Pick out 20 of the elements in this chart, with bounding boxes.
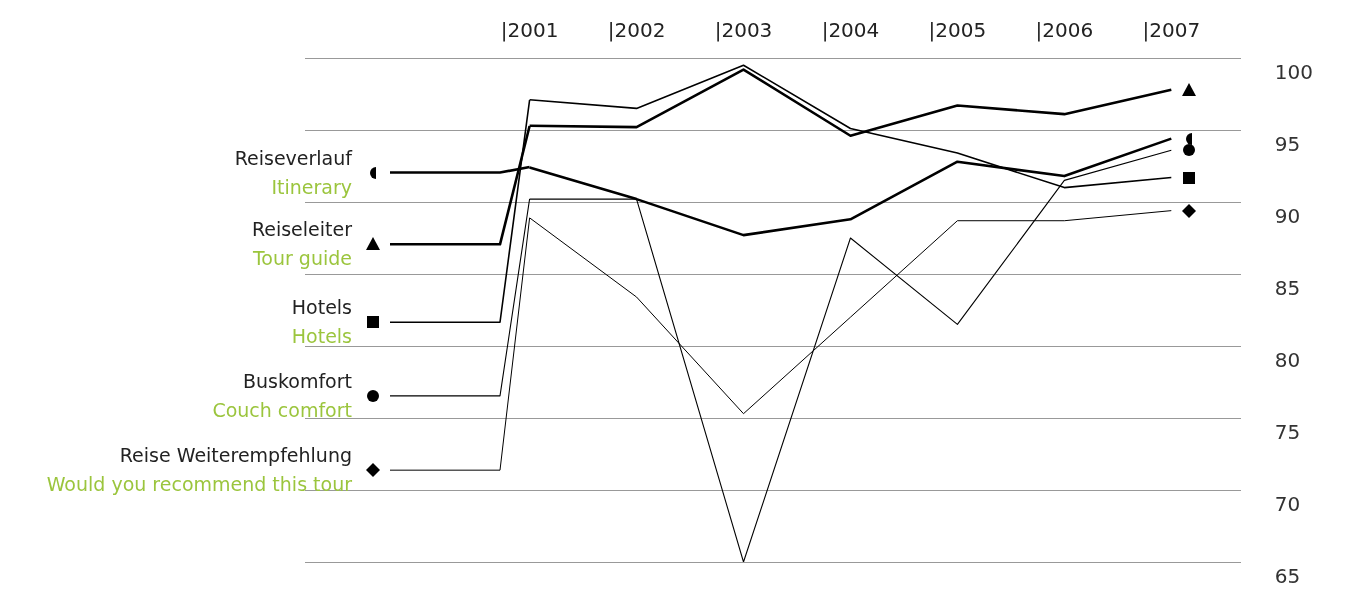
legend-label: Reiseleiter Tour guide [251,217,352,271]
legend-label: Hotels Hotels [291,295,352,349]
y-tick-label: 65 [1274,564,1301,589]
x-tick-label: |2003 [714,18,773,43]
y-tick-label: 85 [1274,276,1301,301]
x-tick-label: |2006 [1035,18,1094,43]
legend-label: Reise Weiterempfehlung Would you recommend this tour [46,443,352,497]
x-tick-label: |2002 [607,18,666,43]
y-tick-label: 90 [1274,204,1301,229]
x-tick-label: |2005 [928,18,987,43]
y-tick-label: 100 [1274,60,1314,85]
legend-label: Buskomfort Couch comfort [212,369,352,423]
x-tick-label: |2007 [1142,18,1201,43]
y-tick-label: 75 [1274,420,1301,445]
legend-label: Reiseverlauf Itinerary [234,146,352,200]
x-tick-label: |2004 [821,18,880,43]
x-tick-label: |2001 [500,18,559,43]
y-tick-label: 70 [1274,492,1301,517]
y-tick-label: 95 [1274,132,1301,157]
y-tick-label: 80 [1274,348,1301,373]
